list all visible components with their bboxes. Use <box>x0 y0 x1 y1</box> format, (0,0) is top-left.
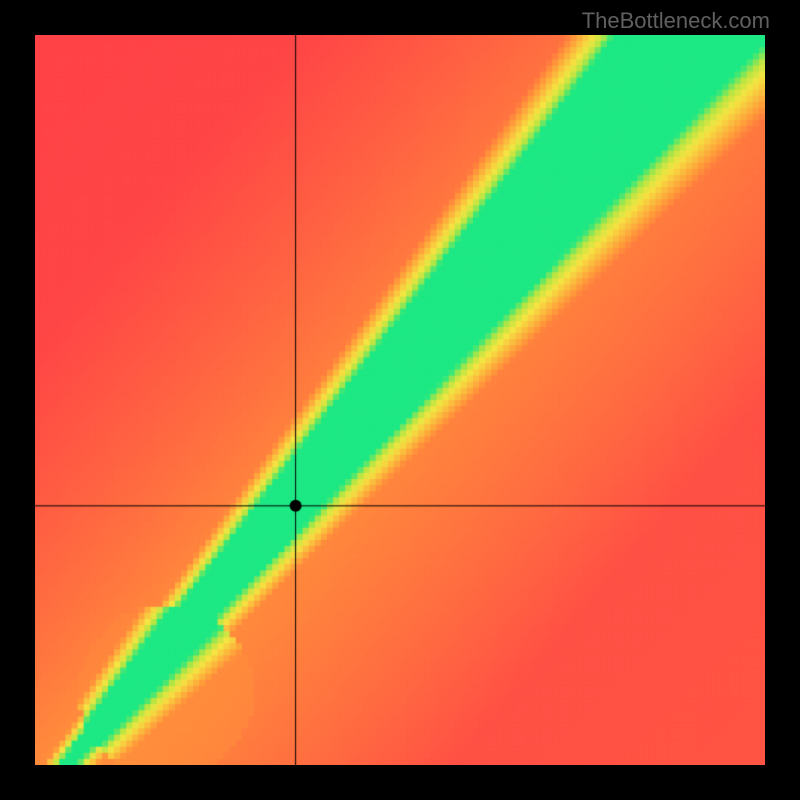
watermark-text: TheBottleneck.com <box>582 8 770 34</box>
heatmap-canvas <box>35 35 765 765</box>
heatmap-container <box>35 35 765 765</box>
